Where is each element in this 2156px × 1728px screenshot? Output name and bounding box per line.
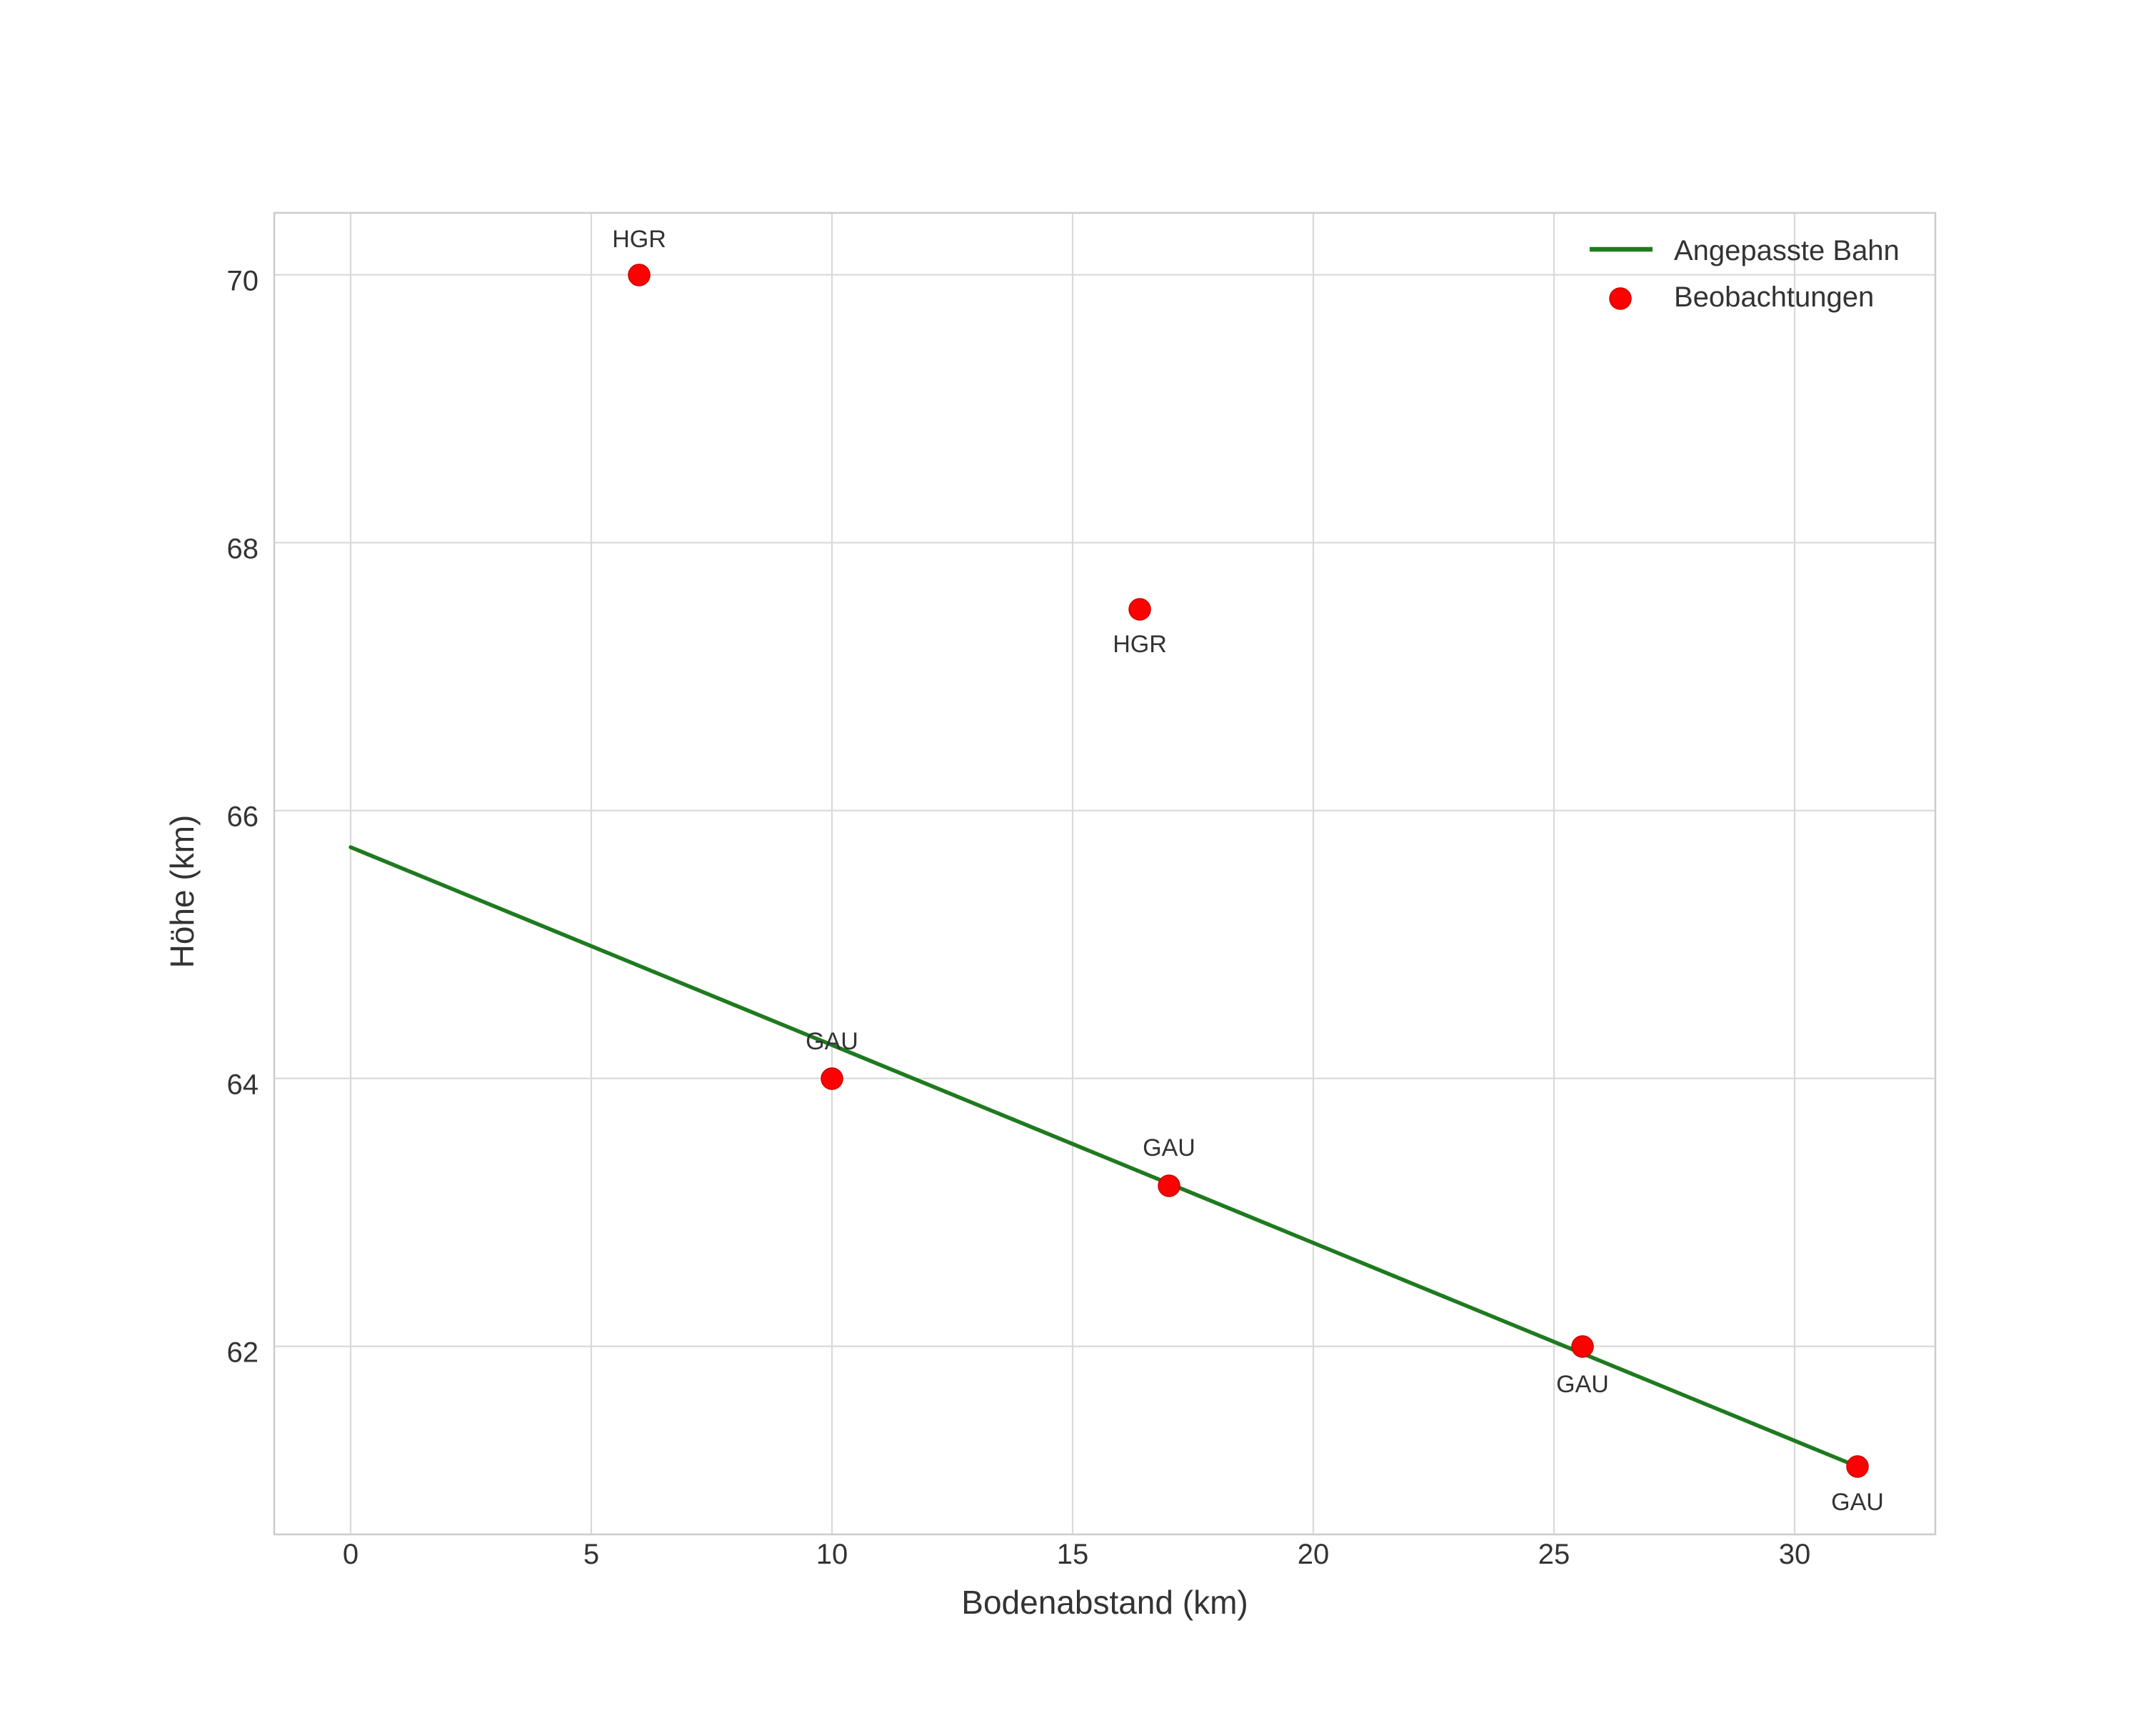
svg-text:10: 10 xyxy=(816,1539,848,1570)
svg-text:5: 5 xyxy=(583,1539,599,1570)
svg-text:GAU: GAU xyxy=(1143,1134,1195,1162)
svg-text:HGR: HGR xyxy=(1113,631,1167,658)
svg-text:64: 64 xyxy=(227,1069,259,1100)
svg-text:0: 0 xyxy=(343,1539,359,1570)
svg-text:66: 66 xyxy=(227,801,259,832)
svg-text:Angepasste Bahn: Angepasste Bahn xyxy=(1674,235,1900,266)
svg-text:Beobachtungen: Beobachtungen xyxy=(1674,281,1874,313)
svg-text:GAU: GAU xyxy=(806,1028,858,1055)
svg-text:HGR: HGR xyxy=(612,226,666,253)
svg-text:62: 62 xyxy=(227,1337,259,1368)
svg-text:68: 68 xyxy=(227,533,259,564)
svg-text:GAU: GAU xyxy=(1831,1489,1884,1516)
svg-text:30: 30 xyxy=(1779,1539,1811,1570)
svg-text:25: 25 xyxy=(1538,1539,1570,1570)
svg-text:Höhe (km): Höhe (km) xyxy=(164,815,201,969)
svg-text:15: 15 xyxy=(1057,1539,1089,1570)
svg-text:70: 70 xyxy=(227,265,259,296)
svg-text:20: 20 xyxy=(1298,1539,1330,1570)
svg-text:GAU: GAU xyxy=(1556,1371,1609,1398)
svg-text:Bodenabstand (km): Bodenabstand (km) xyxy=(961,1584,1248,1621)
